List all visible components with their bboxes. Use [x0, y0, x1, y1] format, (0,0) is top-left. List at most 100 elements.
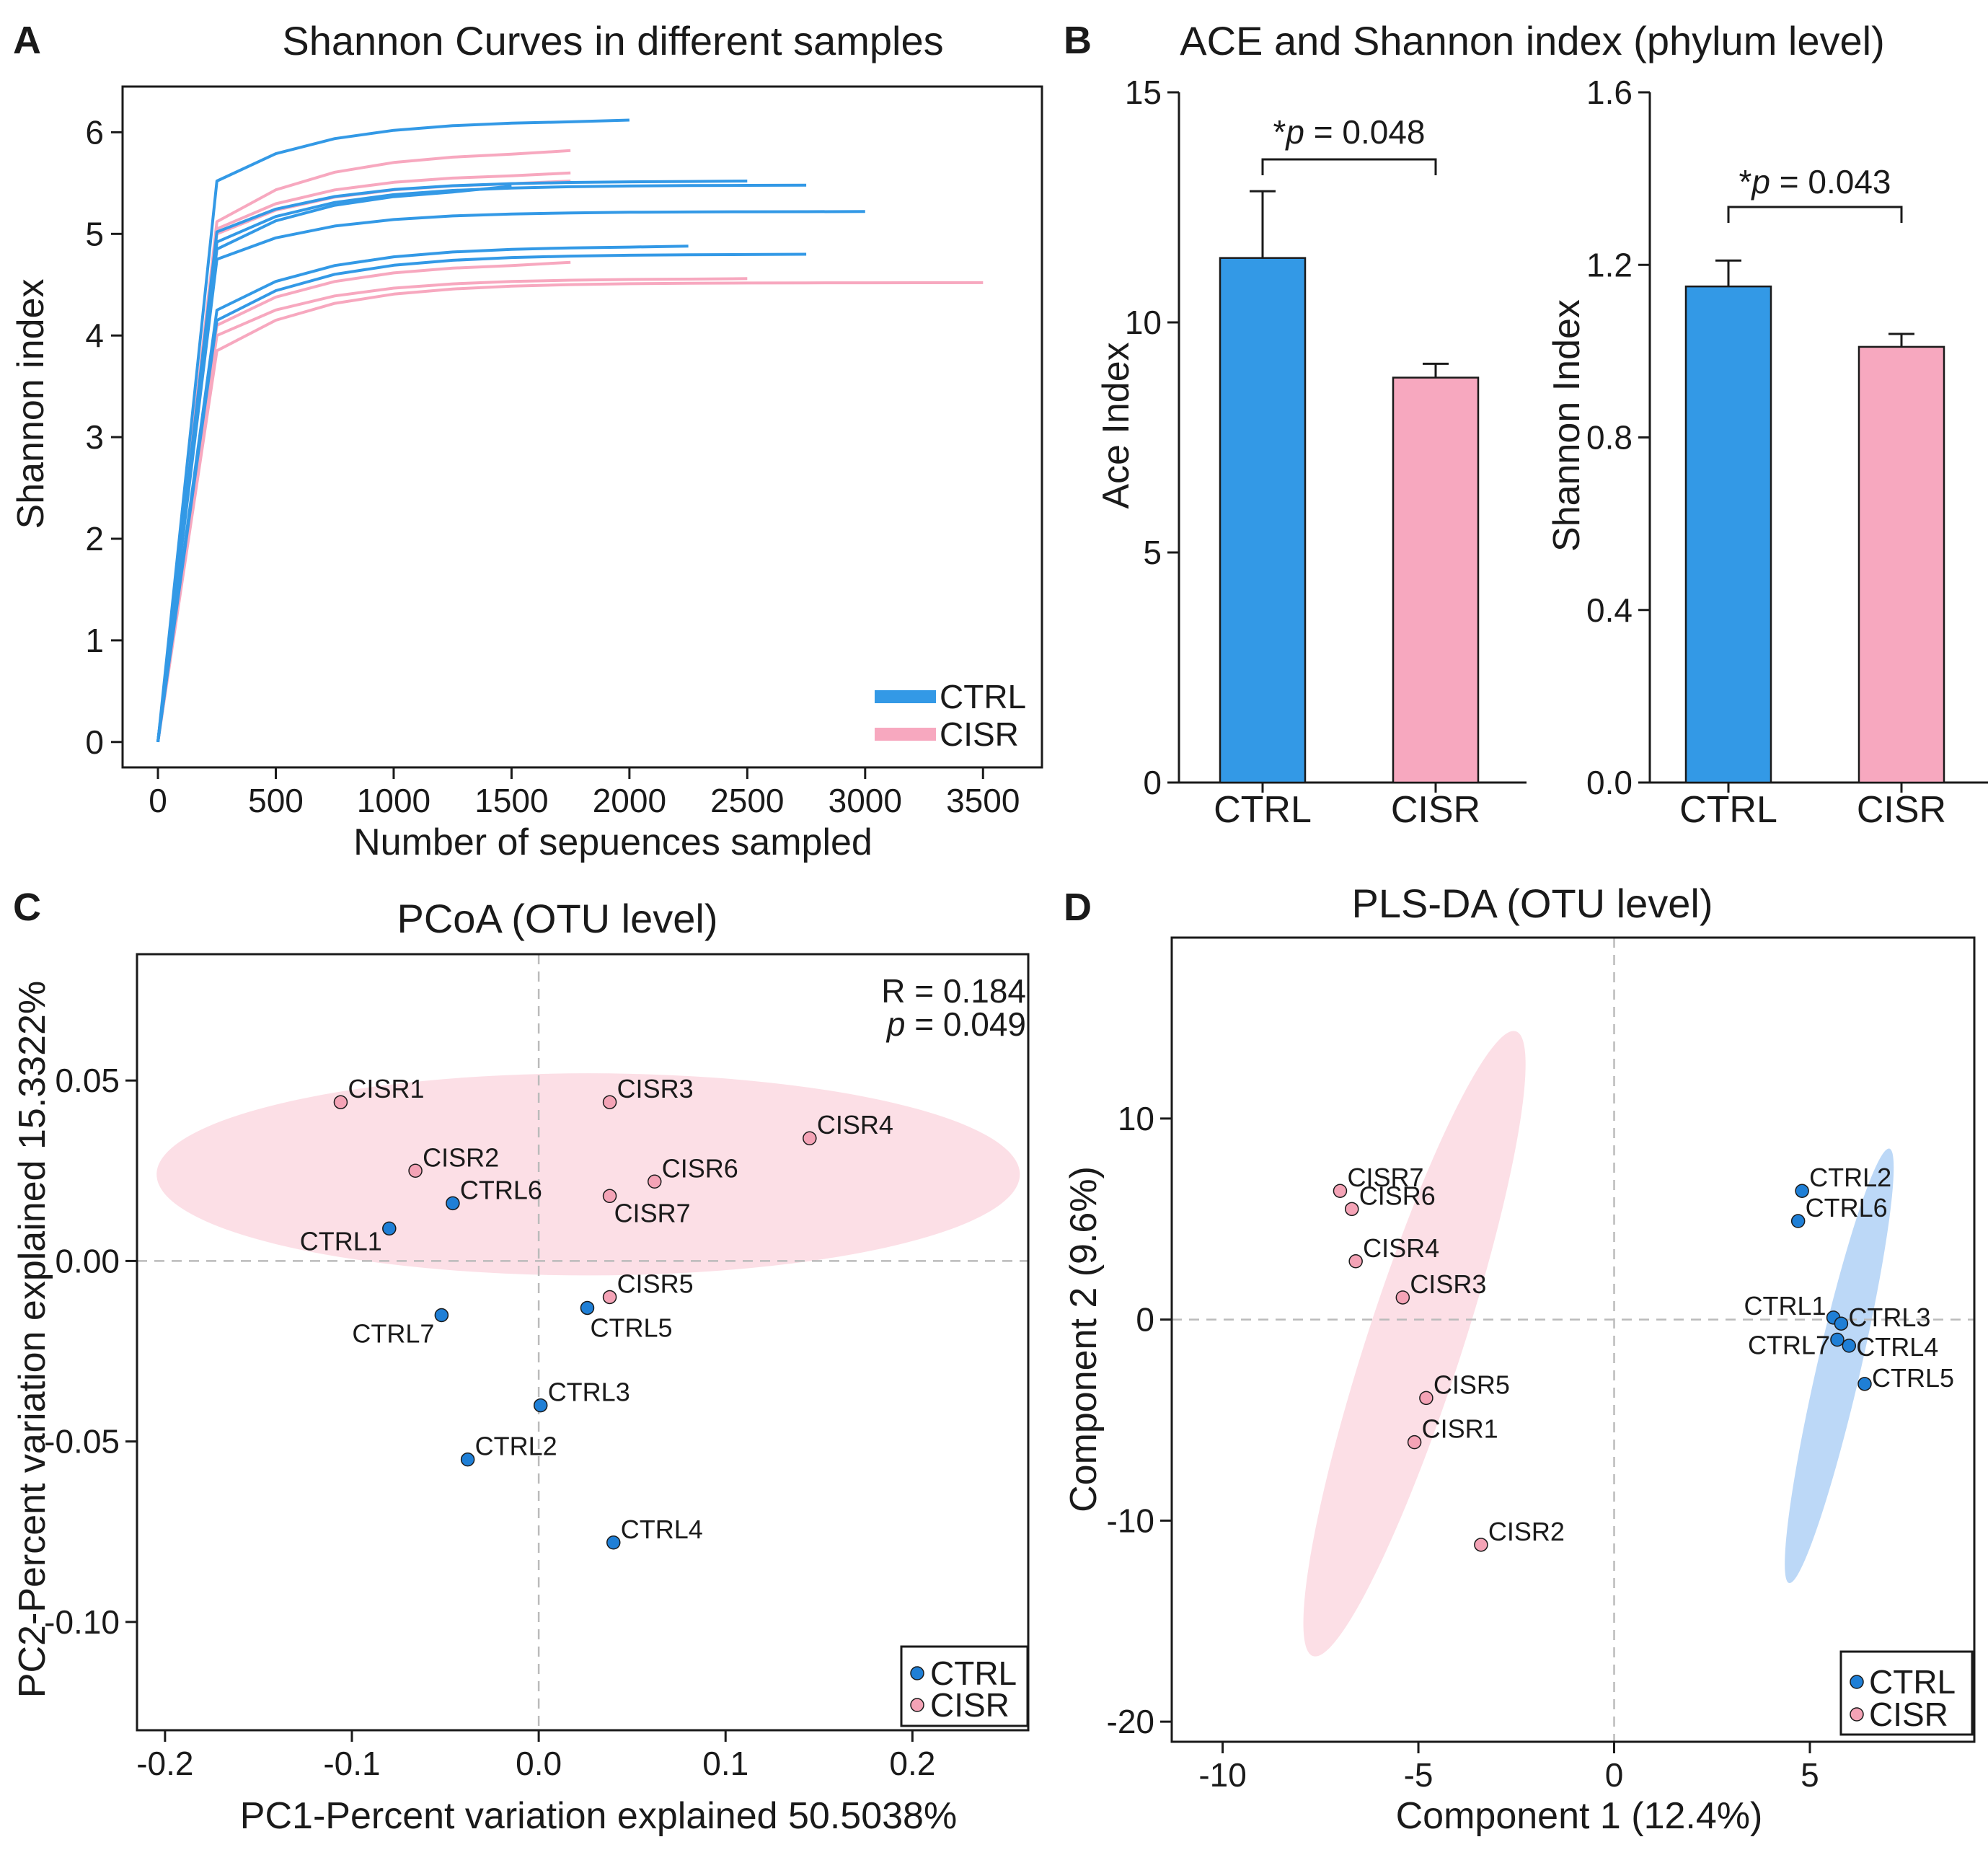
x-tick-label: CTRL — [1214, 789, 1312, 831]
point-ctrl2 — [460, 1452, 475, 1467]
panel-a-y-label: Shannon index — [10, 279, 52, 529]
panel-label-d: D — [1064, 886, 1092, 929]
panel-a-title: Shannon Curves in different samples — [282, 18, 943, 63]
panel-c-x-ticks: -0.2 -0.1 0.0 0.1 0.2 — [136, 1730, 935, 1782]
bar-cisr — [1392, 376, 1480, 784]
point-cisr4 — [1348, 1254, 1363, 1269]
y-tick-label: 1.2 — [1586, 246, 1633, 283]
point-cisr6 — [648, 1174, 662, 1189]
x-tick-label: -10 — [1198, 1756, 1246, 1794]
legend-cisr-dot — [910, 1698, 924, 1712]
point-label-ctrl2: CTRL2 — [475, 1432, 557, 1461]
point-cisr3 — [1395, 1290, 1410, 1305]
bar-ctrl — [1684, 285, 1772, 784]
shannon-curve-ctrl — [156, 118, 629, 743]
panel-a-y-ticks: 0 1 2 3 4 5 6 — [85, 113, 123, 761]
point-ctrl4 — [606, 1535, 621, 1550]
point-label-ctrl2: CTRL2 — [1809, 1163, 1891, 1192]
panel-a-x-ticks: 0 500 1000 1500 2000 2500 3000 3500 — [149, 767, 1020, 819]
x-tick-label: CISR — [1857, 789, 1946, 831]
shannon-curve-ctrl — [156, 244, 689, 743]
shannon-curve-ctrl — [156, 180, 748, 743]
y-tick-label: -0.10 — [44, 1603, 120, 1641]
panel-c-plot-frame — [136, 953, 1030, 1732]
point-label-cisr6: CISR6 — [662, 1153, 738, 1183]
y-tick-label: 1 — [85, 622, 104, 659]
point-ctrl5 — [1857, 1377, 1872, 1391]
legend-ctrl-label: CTRL — [930, 1654, 1017, 1692]
y-tick-label: 0.00 — [55, 1242, 120, 1279]
x-tick-label: CISR — [1391, 789, 1480, 831]
point-label-ctrl7: CTRL7 — [1748, 1331, 1830, 1360]
shannon-curve-cisr — [156, 149, 571, 743]
legend-cisr-dot — [1850, 1707, 1864, 1722]
y-tick-label: 0.4 — [1586, 591, 1633, 629]
shannon-curve-cisr — [156, 171, 571, 743]
point-label-cisr5: CISR5 — [1433, 1370, 1510, 1399]
point-label-cisr1: CISR1 — [1422, 1414, 1498, 1444]
y-tick-label: -10 — [1107, 1502, 1154, 1539]
point-cisr5 — [602, 1290, 617, 1305]
legend-cisr-label: CISR — [930, 1686, 1010, 1724]
panel-c-p-stat: p = 0.049 — [885, 1005, 1026, 1043]
point-label-ctrl6: CTRL6 — [460, 1175, 542, 1204]
point-cisr3 — [602, 1095, 617, 1109]
panel-a-lines — [156, 118, 984, 743]
point-cisr5 — [1419, 1391, 1433, 1406]
panel-label-c: C — [13, 886, 41, 929]
ace-y-ticks: 0 5 10 15 — [1125, 74, 1179, 801]
panel-c-legend: CTRL CISR — [900, 1645, 1029, 1727]
panel-b-shannon-subplot: 0.0 0.4 0.8 1.2 1.6 CTRL CISR Shannon Index *… — [1546, 74, 1988, 831]
point-ctrl4 — [1842, 1339, 1857, 1353]
panel-d-legend: CTRL CISR — [1839, 1650, 1974, 1736]
panel-d-x-ticks: -10 -5 0 5 — [1198, 1742, 1819, 1794]
x-tick-label: 0.2 — [889, 1745, 935, 1782]
point-cisr1 — [1407, 1435, 1422, 1450]
y-tick-label: 0 — [1143, 764, 1162, 801]
point-cisr4 — [803, 1131, 817, 1145]
legend-ctrl-dot — [1850, 1675, 1864, 1689]
point-ctrl6 — [446, 1196, 460, 1211]
legend-ctrl-dot — [910, 1666, 924, 1680]
panel-label-b: B — [1064, 19, 1092, 62]
x-tick-label: -5 — [1404, 1756, 1433, 1794]
panel-a-plot-frame — [121, 85, 1043, 769]
y-tick-label: 4 — [85, 317, 104, 354]
legend-ctrl-swatch — [875, 690, 936, 703]
point-cisr1 — [333, 1095, 348, 1109]
panel-d-x-label: Component 1 (12.4%) — [1396, 1795, 1763, 1837]
y-tick-label: 0.0 — [1586, 764, 1633, 801]
shannon-curve-cisr — [156, 260, 571, 743]
point-label-cisr1: CISR1 — [348, 1074, 424, 1103]
point-label-cisr2: CISR2 — [1488, 1517, 1565, 1546]
panel-c-legend-box — [900, 1645, 1029, 1727]
point-label-cisr4: CISR4 — [817, 1110, 893, 1140]
x-tick-label: -0.1 — [323, 1745, 380, 1782]
y-tick-label: 2 — [85, 520, 104, 558]
x-tick-label: 0.0 — [516, 1745, 562, 1782]
ace-bars: CTRL CISR — [1214, 190, 1480, 831]
panel-d-zero-lines — [1172, 938, 1974, 1742]
panel-a-legend: CTRL CISR — [875, 678, 1026, 753]
point-label-ctrl5: CTRL5 — [1872, 1363, 1954, 1393]
panel-b-ace-subplot: 0 5 10 15 CTRL CISR Ace Index *p = 0.048 — [1095, 74, 1527, 831]
point-cisr2 — [408, 1163, 423, 1178]
confidence-ellipse-cisr — [156, 1073, 1020, 1276]
panel-c-points: CISR1 CISR2 CISR3 CISR4 CISR5 CISR6 CISR7 CTRL1… — [300, 1074, 893, 1550]
confidence-ellipse-ctrl — [1785, 1148, 1894, 1584]
panel-c-zero-lines — [137, 954, 1028, 1730]
point-ctrl3 — [533, 1398, 548, 1413]
y-tick-label: 10 — [1125, 304, 1162, 341]
shannon-p-value: *p = 0.043 — [1739, 163, 1891, 201]
point-label-ctrl3: CTRL3 — [1848, 1303, 1930, 1332]
ace-significance-bracket — [1261, 158, 1437, 175]
panel-b: B ACE and Shannon index (phylum level) 0… — [1064, 18, 1988, 831]
panel-c-y-ticks: -0.10 -0.05 0.00 0.05 — [44, 1062, 137, 1641]
point-ctrl7 — [434, 1308, 449, 1323]
point-label-cisr6: CISR6 — [1359, 1181, 1436, 1210]
panel-d: D PLS-DA (OTU level) -10 -5 0 5 -20 -10 0 10 C… — [1063, 881, 1976, 1837]
point-ctrl1 — [382, 1221, 397, 1236]
point-ctrl6 — [1790, 1214, 1806, 1228]
legend-cisr-label: CISR — [1869, 1696, 1948, 1733]
